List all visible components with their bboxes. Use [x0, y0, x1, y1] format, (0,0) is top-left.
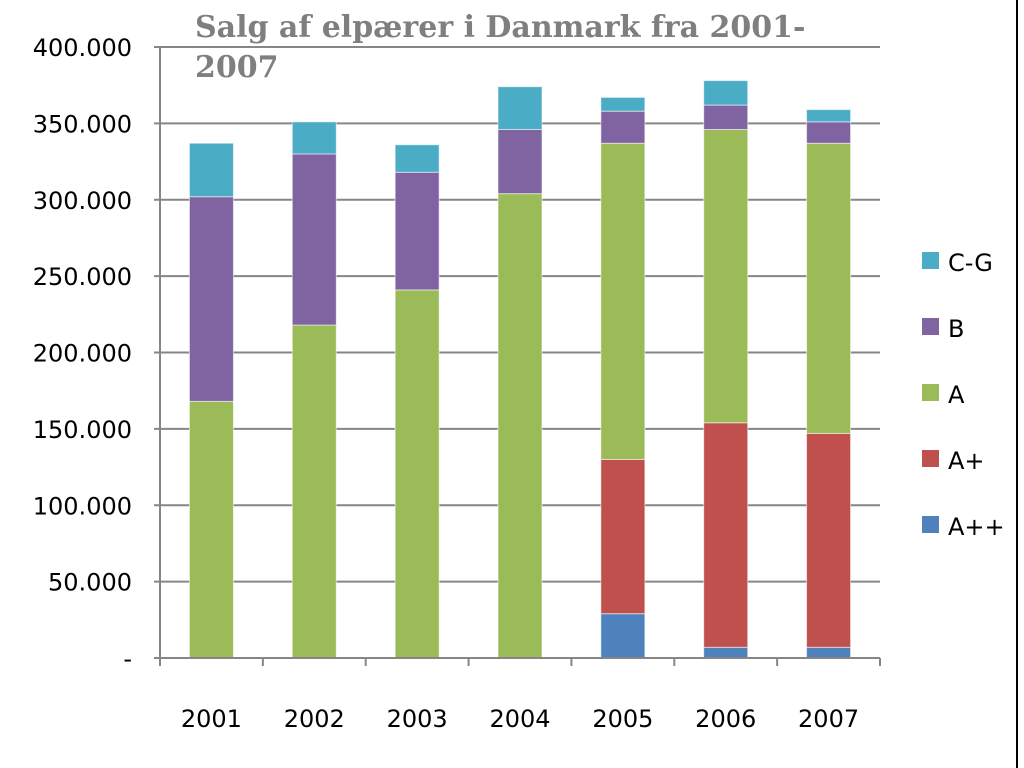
bar-segment-a-2003 — [394, 289, 440, 659]
y-tick-label: 100.000 — [33, 492, 132, 520]
legend-label: A++ — [948, 513, 1005, 541]
x-tick-label: 2001 — [181, 705, 242, 733]
bar-segment-a-2001 — [188, 400, 234, 659]
y-tick-label: 400.000 — [33, 34, 132, 62]
bar-segment-c-g-2004 — [497, 86, 543, 130]
bar-segment-aplus-2007 — [806, 432, 852, 648]
bar-stacks — [188, 80, 852, 659]
bar-segment-a-2005 — [600, 142, 646, 460]
bar-segment-b-2002 — [291, 153, 337, 326]
bar-segment-b-2006 — [703, 104, 749, 130]
bar-segment-c-g-2001 — [188, 142, 234, 198]
legend-label: B — [948, 315, 964, 343]
bar-segment-aplus-2006 — [703, 422, 749, 648]
bar-segment-aplusplus-2007 — [806, 646, 852, 659]
slide-edge-rule — [1016, 0, 1018, 768]
bar-segment-a-2007 — [806, 142, 852, 434]
bar-segment-a-2004 — [497, 193, 543, 659]
y-axis-tick-labels: - 50.000 100.000 150.000 200.000 250.000 300.0… — [33, 34, 132, 673]
y-tick-label: 200.000 — [33, 340, 132, 368]
bar-segment-aplusplus-2005 — [600, 613, 646, 659]
bar-segment-b-2003 — [394, 171, 440, 291]
x-tick-label: 2007 — [798, 705, 859, 733]
bar-segment-b-2004 — [497, 128, 543, 195]
bar-segment-a-2002 — [291, 324, 337, 659]
legend-swatch — [922, 318, 939, 335]
x-tick-label: 2006 — [695, 705, 756, 733]
legend-swatch — [922, 384, 939, 401]
y-tick-label: 50.000 — [48, 569, 132, 597]
bar-segment-c-g-2002 — [291, 121, 337, 155]
x-axis-tick-labels: 2001 2002 2003 2004 2005 2006 2007 — [181, 705, 859, 733]
bar-segment-c-g-2005 — [600, 96, 646, 112]
legend-label: C-G — [948, 249, 993, 277]
legend-label: A+ — [948, 447, 985, 475]
bar-segment-c-g-2007 — [806, 109, 852, 123]
x-tick-label: 2002 — [284, 705, 345, 733]
y-tick-label: 350.000 — [33, 110, 132, 138]
bar-segment-c-g-2006 — [703, 80, 749, 106]
chart-title: Salg af elpærer i Danmark fra 2001-2007 — [195, 10, 806, 85]
bar-segment-b-2005 — [600, 110, 646, 144]
legend-swatch — [922, 450, 939, 467]
bar-segment-a-2006 — [703, 128, 749, 424]
y-tick-label: - — [123, 645, 132, 673]
bar-segment-aplus-2005 — [600, 458, 646, 615]
x-tick-label: 2005 — [592, 705, 653, 733]
axes — [154, 46, 881, 666]
bar-segment-b-2007 — [806, 121, 852, 144]
legend-label: A — [948, 381, 965, 409]
bar-segment-b-2001 — [188, 196, 234, 402]
legend-swatch — [922, 252, 939, 269]
x-tick-label: 2004 — [489, 705, 550, 733]
y-tick-label: 150.000 — [33, 416, 132, 444]
legend-swatch — [922, 516, 939, 533]
y-tick-label: 250.000 — [33, 263, 132, 291]
legend: C-G B A A+ A++ — [922, 249, 1005, 541]
bar-segment-aplusplus-2006 — [703, 646, 749, 659]
x-tick-label: 2003 — [387, 705, 448, 733]
bar-segment-c-g-2003 — [394, 144, 440, 173]
y-tick-label: 300.000 — [33, 187, 132, 215]
